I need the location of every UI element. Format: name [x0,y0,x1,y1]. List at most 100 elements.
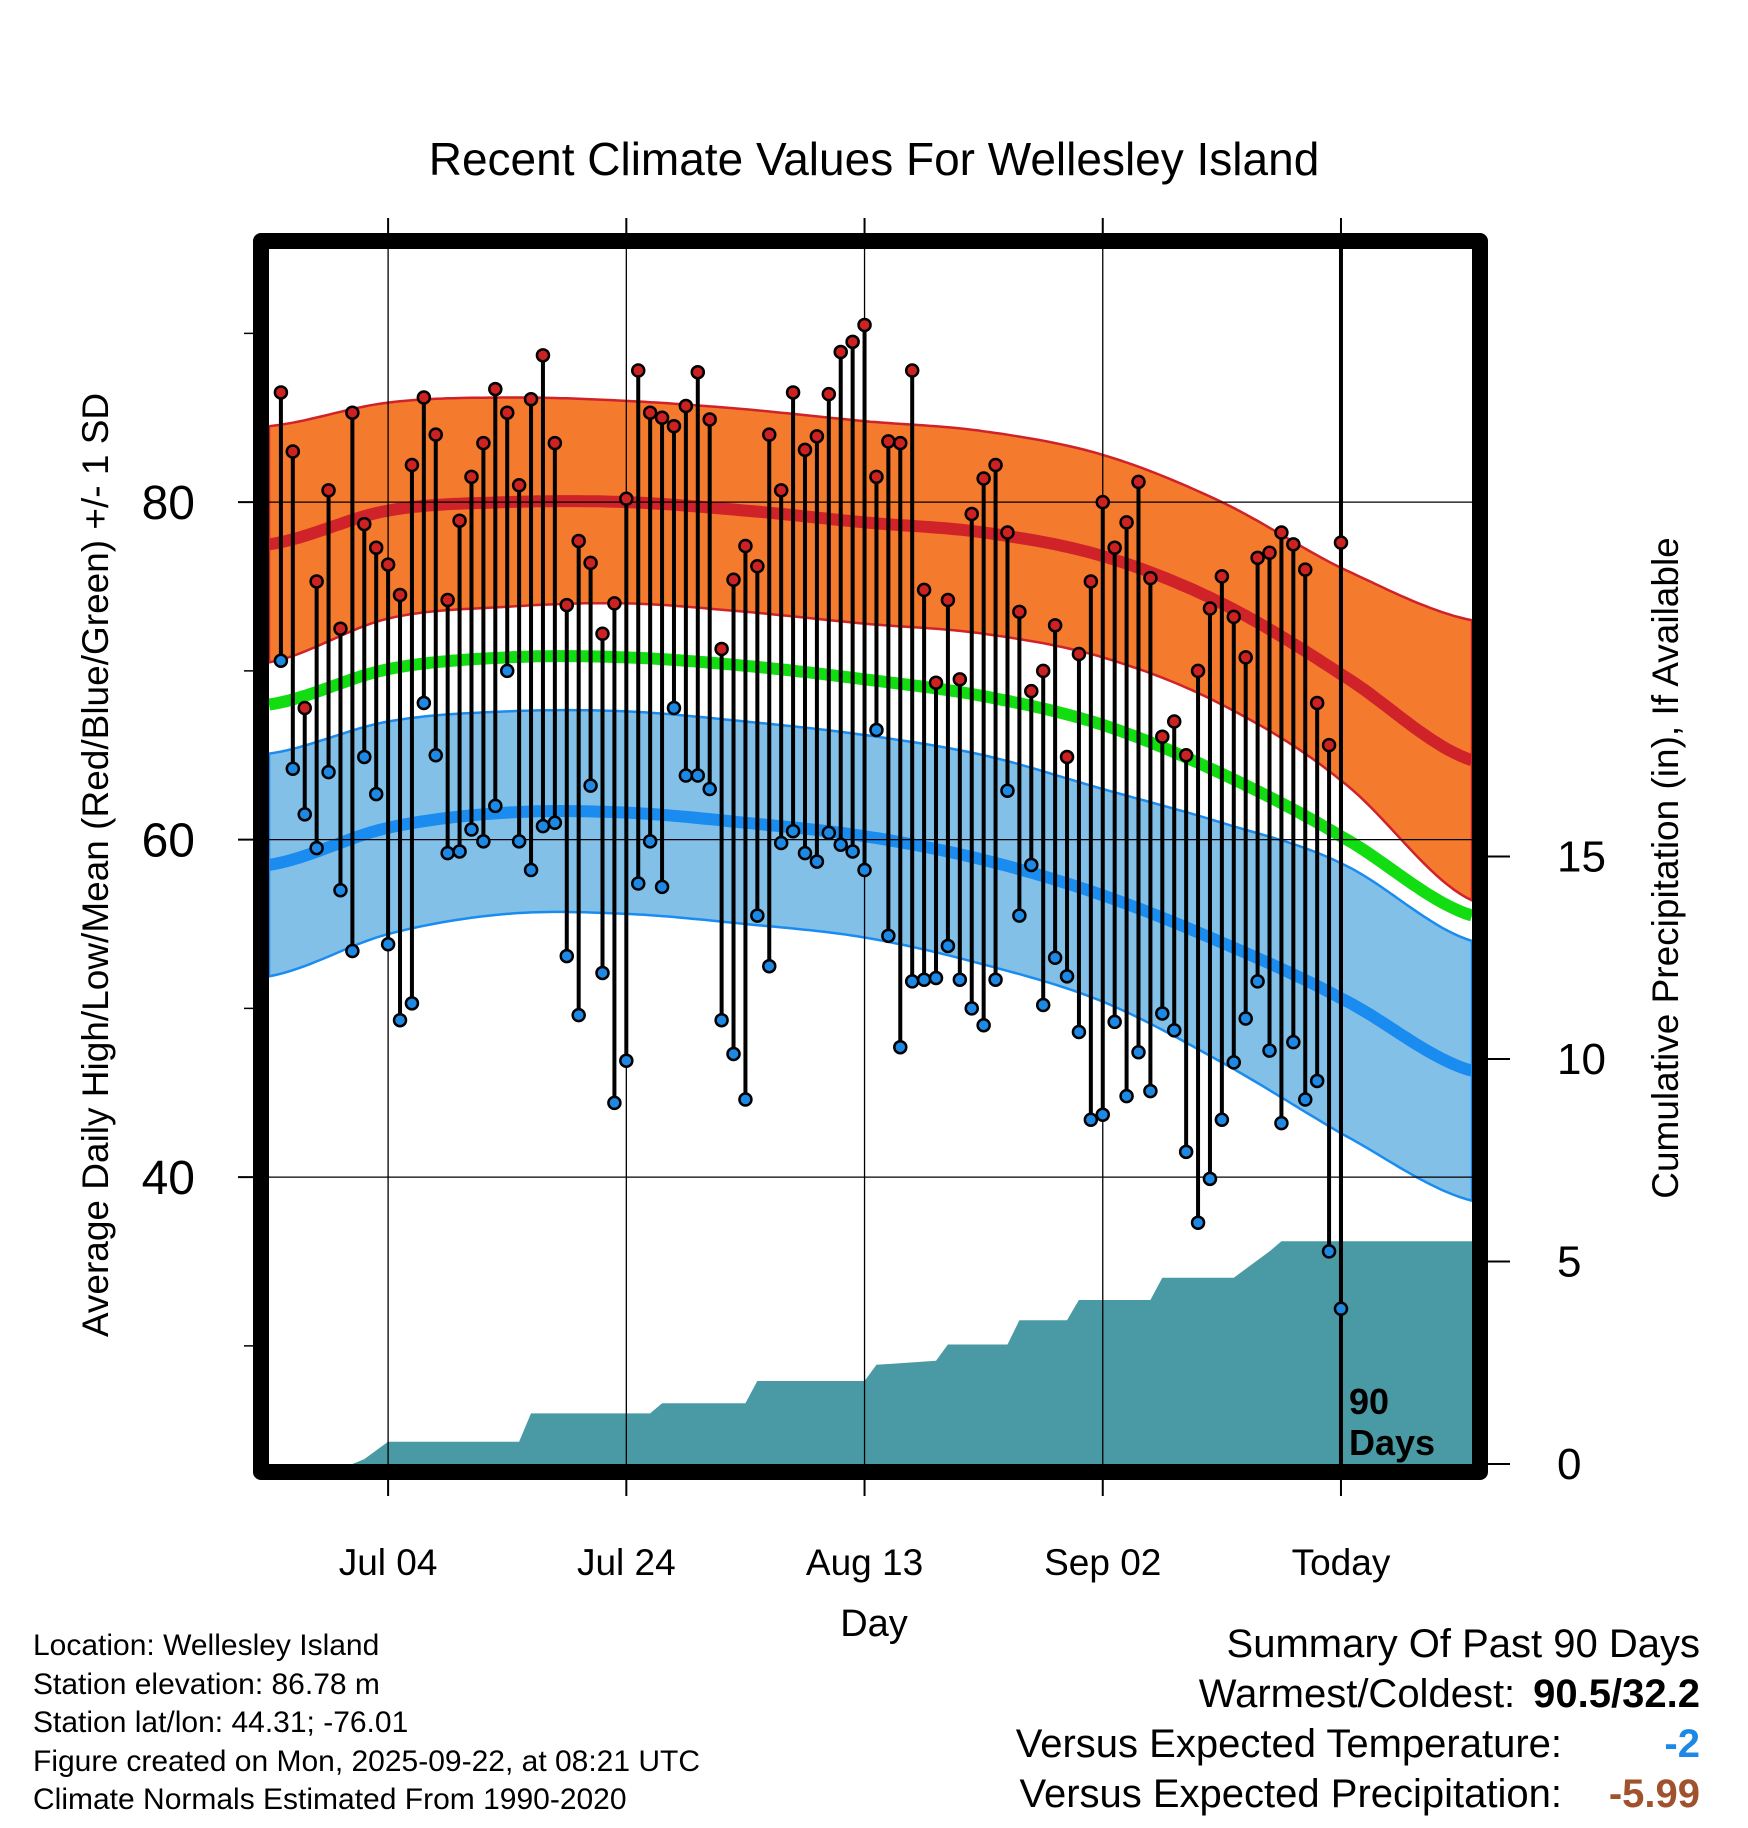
daily-high-point [273,385,289,400]
daily-high-point [785,385,801,400]
daily-low-point [821,825,837,841]
daily-low-point [357,749,372,765]
daily-high-point [1321,737,1337,753]
temperature-value: -2 [1664,1722,1700,1766]
daily-low-point [404,996,420,1011]
daily-low-point [1286,1034,1301,1050]
daily-low-point [428,748,444,763]
precipitation-value: -5.99 [1608,1772,1700,1816]
daily-high-point [1202,601,1218,616]
daily-high-point [511,478,527,493]
daily-low-point [773,835,789,851]
daily-high-point [690,364,706,380]
daily-low-point [726,1046,741,1062]
daily-high-point [1226,609,1242,625]
daily-high-point [1000,525,1015,540]
daily-high-point [1166,714,1182,729]
daily-high-point [1333,535,1349,550]
daily-low-point [309,840,324,856]
daily-high-point [726,572,741,587]
daily-high-point [964,506,979,522]
daily-low-point [952,972,968,987]
daily-high-point [1155,729,1170,744]
daily-high-point [869,469,884,485]
daily-low-point [511,834,527,849]
summary-temperature: Versus Expected Temperature: -2 [1016,1722,1700,1767]
daily-high-point [333,621,348,636]
daily-low-point [368,786,384,802]
daily-low-point [559,948,575,964]
daily-low-point [666,700,682,716]
daily-high-point [464,469,479,485]
daily-high-point [881,434,896,449]
daily-low-point [1238,1011,1253,1026]
daily-high-point [928,675,944,690]
daily-low-point [1262,1043,1277,1058]
daily-high-point [345,405,360,420]
daily-high-point [630,363,646,378]
daily-high-point [440,592,455,608]
axes: Jul 04 Jul 24 Aug 13 Sep 02 Today 40 60 80 0 5 10 1… [142,218,1606,1583]
daily-high-point [499,405,515,420]
daily-high-point [595,626,610,641]
daily-low-point [1012,908,1027,923]
daily-low-point [750,908,765,923]
daily-high-point [1190,663,1206,679]
daily-low-point [904,974,920,989]
daily-low-point [1119,1088,1134,1104]
x-tick-label: Jul 24 [577,1542,676,1583]
daily-high-point [404,457,420,473]
x-tick-label: Sep 02 [1044,1542,1161,1583]
daily-high-point [1071,646,1087,662]
daily-low-point [1226,1055,1242,1070]
daily-high-point [750,559,765,574]
daily-high-point [833,344,848,360]
daily-high-point [666,418,682,434]
daily-high-point [523,391,539,407]
daily-high-point [678,398,694,414]
daily-high-point [321,483,336,498]
daily-low-point [654,879,670,895]
daily-low-point [1083,1112,1099,1127]
daily-high-point [1274,525,1289,540]
daily-high-point [738,538,753,554]
daily-low-point [630,876,646,891]
daily-low-point [547,815,563,830]
daily-low-point [297,807,312,822]
daily-high-point [797,442,813,458]
daily-low-point [869,722,884,738]
daily-low-point [523,862,539,878]
daily-high-point [392,587,408,603]
daily-low-point [642,834,658,849]
daily-low-point [1250,974,1265,989]
daily-high-point [1143,570,1158,586]
daily-low-point [1107,1014,1122,1030]
daily-low-point [1190,1215,1206,1230]
daily-high-point [1083,574,1099,589]
daily-low-point [738,1092,753,1107]
daily-high-point [1107,540,1122,555]
y2-tick-label: 10 [1557,1035,1606,1084]
daily-high-point [642,405,658,420]
daily-high-point [1012,604,1027,620]
daily-low-point [833,837,848,852]
daily-high-point [1262,545,1277,560]
daily-low-point [797,845,813,861]
footer-location: Location: Wellesley Island [33,1629,380,1662]
daily-low-point [321,764,336,780]
daily-high-point [916,582,932,598]
daily-low-point [1071,1024,1087,1040]
warmest-coldest-value: 90.5/32.2 [1533,1672,1700,1716]
daily-high-point [559,597,575,613]
daily-low-point [857,862,872,878]
daily-high-point [773,483,789,498]
daily-low-point [345,943,360,959]
daily-low-point [893,1039,908,1055]
footer-latlon: Station lat/lon: 44.31; -76.01 [33,1706,409,1739]
daily-low-point [1178,1144,1194,1160]
daily-low-point [702,781,717,797]
daily-low-point [845,844,860,859]
window-label-days-count: 90 [1349,1381,1389,1422]
y2-tick-label: 0 [1557,1440,1581,1489]
